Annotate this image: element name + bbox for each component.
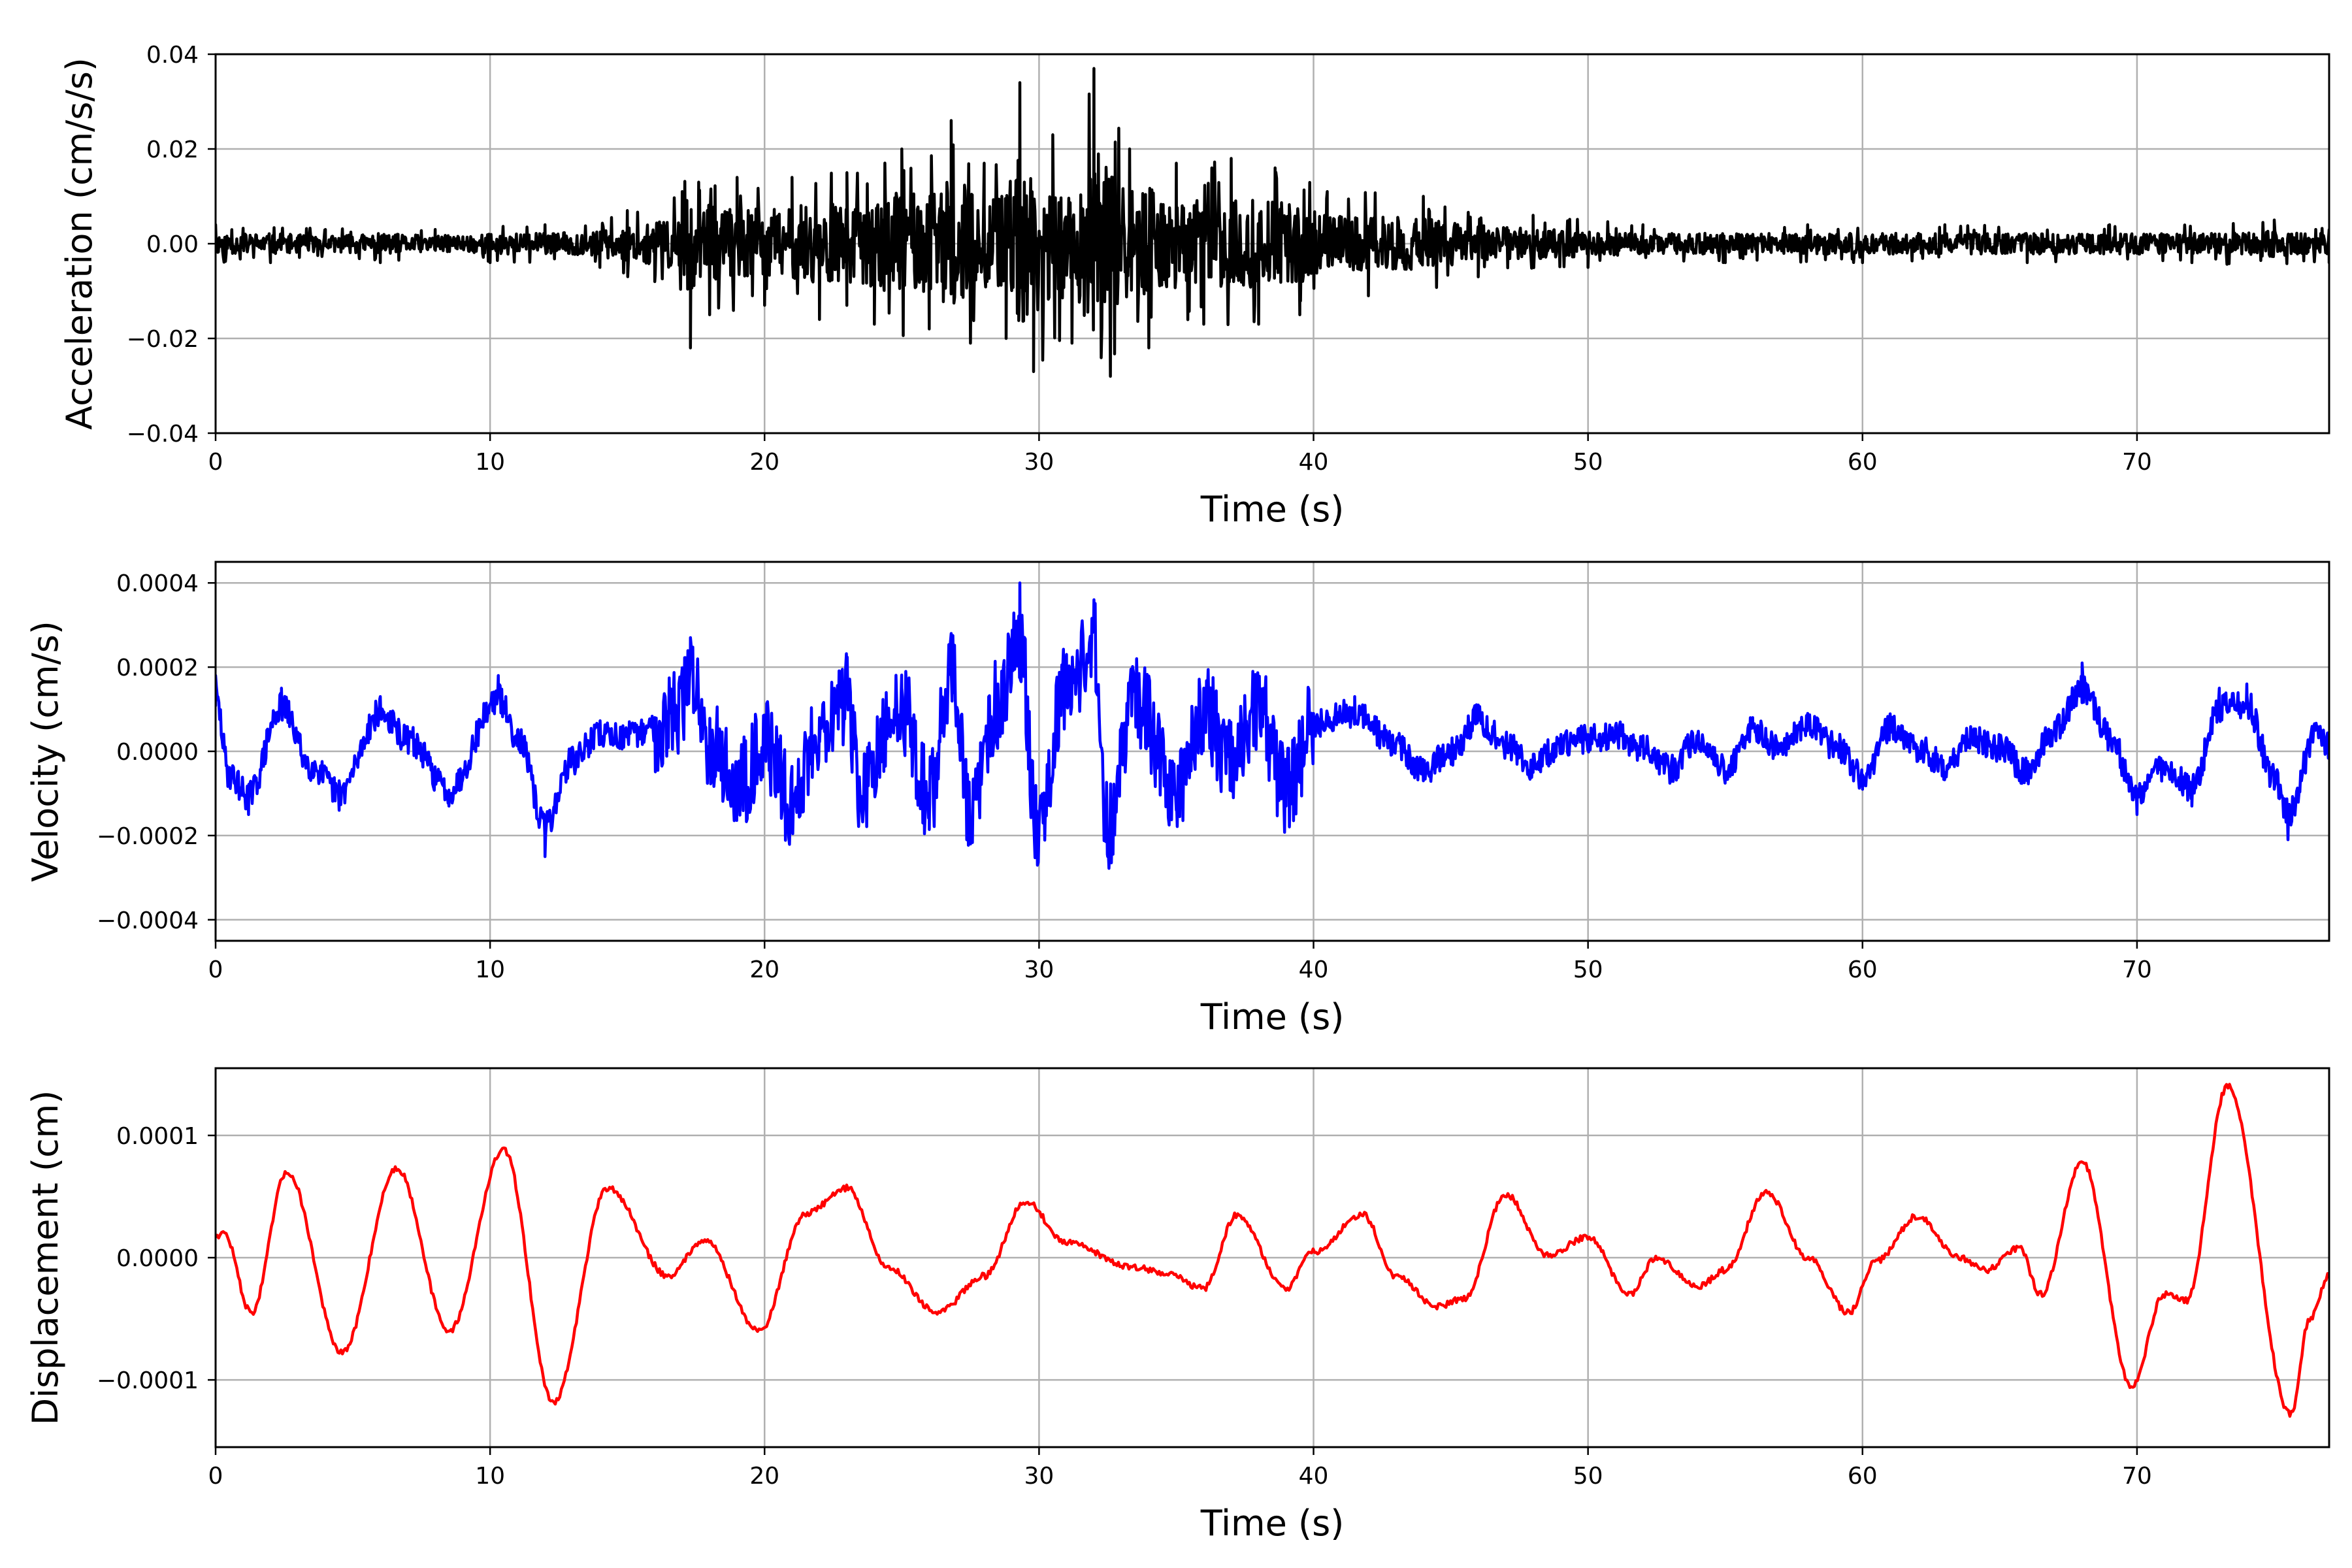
velocity-y-tick-label: 0.0004 [116, 570, 199, 597]
acceleration-x-axis-label: Time (s) [1200, 489, 1345, 530]
acceleration-y-tick-label: 0.04 [146, 42, 199, 69]
velocity-x-tick-label: 10 [475, 956, 505, 983]
displacement-x-tick-label: 30 [1024, 1463, 1054, 1490]
velocity-x-tick-label: 50 [1573, 956, 1603, 983]
acceleration-x-tick-label: 50 [1573, 449, 1603, 476]
displacement-x-tick-label: 50 [1573, 1463, 1603, 1490]
displacement-x-tick-label: 70 [2122, 1463, 2152, 1490]
velocity-y-tick-label: −0.0002 [97, 823, 199, 850]
acceleration-series-line [216, 67, 2329, 378]
displacement-x-axis-label: Time (s) [1200, 1503, 1345, 1544]
acceleration-y-tick-label: 0.02 [146, 137, 199, 163]
displacement-x-tick-label: 60 [1848, 1463, 1878, 1490]
displacement-x-tick-label: 20 [749, 1463, 779, 1490]
displacement-y-axis-label: Displacement (cm) [25, 1090, 66, 1426]
velocity-x-tick-label: 0 [208, 956, 223, 983]
velocity-panel: 0 10 20 30 40 50 60 70 −0.0004 −0.0002 0.0000 0.000… [25, 561, 2330, 1037]
displacement-y-tick-label: −0.0001 [97, 1367, 199, 1394]
displacement-x-tick-label: 0 [208, 1463, 223, 1490]
acceleration-x-tick-label: 10 [475, 449, 505, 476]
velocity-x-tick-label: 70 [2122, 956, 2152, 983]
velocity-x-tick-label: 20 [749, 956, 779, 983]
displacement-x-tick-label: 40 [1299, 1463, 1329, 1490]
velocity-x-axis-label: Time (s) [1200, 996, 1345, 1037]
acceleration-y-tick-label: 0.00 [146, 231, 199, 258]
velocity-y-tick-label: −0.0004 [97, 907, 199, 934]
displacement-series-line [216, 1083, 2329, 1418]
acceleration-y-tick-label: −0.04 [127, 421, 199, 448]
velocity-y-tick-label: 0.0002 [116, 655, 199, 681]
acceleration-x-tick-label: 60 [1848, 449, 1878, 476]
displacement-x-tick-label: 10 [475, 1463, 505, 1490]
acceleration-y-axis-label: Acceleration (cm/s/s) [59, 57, 100, 430]
acceleration-x-tick-label: 20 [749, 449, 779, 476]
velocity-x-tick-label: 40 [1299, 956, 1329, 983]
velocity-y-tick-label: 0.0000 [116, 739, 199, 766]
velocity-x-tick-label: 60 [1848, 956, 1878, 983]
displacement-panel: 0 10 20 30 40 50 60 70 −0.0001 0.0000 0.0001 Time (… [25, 1067, 2330, 1544]
acceleration-x-tick-label: 70 [2122, 449, 2152, 476]
velocity-x-tick-label: 30 [1024, 956, 1054, 983]
velocity-y-axis-label: Velocity (cm/s) [25, 621, 66, 882]
acceleration-y-tick-label: −0.02 [127, 326, 199, 353]
acceleration-panel: 0 10 20 30 40 50 60 70 −0.04 −0.02 0.00 0.02 0.04 Tim… [59, 42, 2330, 530]
velocity-series-line [216, 581, 2329, 870]
acceleration-x-tick-label: 40 [1299, 449, 1329, 476]
acceleration-x-tick-label: 0 [208, 449, 223, 476]
displacement-y-tick-label: 0.0000 [116, 1245, 199, 1272]
displacement-y-tick-label: 0.0001 [116, 1123, 199, 1150]
acceleration-x-tick-label: 30 [1024, 449, 1054, 476]
